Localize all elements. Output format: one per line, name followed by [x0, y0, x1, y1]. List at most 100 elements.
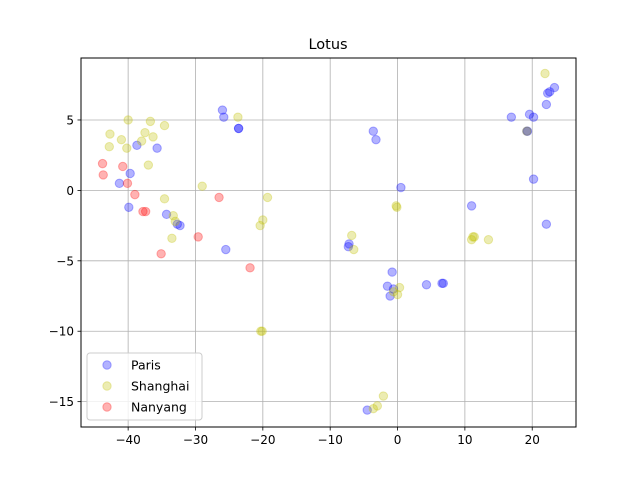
- data-point-shanghai: [145, 116, 156, 127]
- y-tick-label: −5: [56, 254, 74, 268]
- data-point-paris: [221, 244, 231, 255]
- x-tick-label: −20: [250, 433, 275, 447]
- x-tick-label: −30: [183, 433, 208, 447]
- data-point-paris: [219, 112, 229, 122]
- data-point-shanghai: [170, 216, 180, 227]
- y-tick-label: 0: [66, 184, 74, 198]
- plot-frame: [80, 57, 577, 428]
- data-point-nanyang: [130, 189, 140, 200]
- data-point-shanghai: [394, 282, 405, 293]
- legend-marker-paris: [102, 360, 112, 370]
- data-point-paris: [152, 143, 162, 153]
- data-point-paris: [161, 209, 172, 220]
- data-point-shanghai: [257, 326, 267, 336]
- data-point-paris: [233, 123, 244, 134]
- legend-label-shanghai: Shanghai: [131, 379, 189, 394]
- data-point-paris: [541, 99, 552, 110]
- data-point-shanghai: [347, 230, 357, 241]
- x-tick-label: −10: [318, 433, 343, 447]
- chart-title: Lotus: [308, 37, 347, 53]
- data-point-shanghai: [392, 202, 402, 212]
- legend-marker-nanyang: [102, 402, 112, 412]
- data-point-nanyang: [98, 170, 108, 180]
- data-point-paris: [388, 284, 399, 294]
- data-point-shanghai: [262, 192, 273, 203]
- data-point-paris: [545, 87, 555, 97]
- data-point-paris: [172, 219, 183, 229]
- data-point-paris: [438, 278, 449, 289]
- data-point-paris: [549, 82, 560, 93]
- data-point-shanghai: [123, 115, 133, 125]
- data-point-shanghai: [258, 215, 268, 225]
- data-point-shanghai: [143, 160, 154, 170]
- legend-marker-shanghai: [102, 381, 112, 391]
- data-point-shanghai: [148, 132, 158, 142]
- data-point-shanghai: [197, 181, 207, 191]
- data-point-paris: [344, 239, 354, 249]
- data-point-paris: [387, 267, 397, 277]
- data-point-nanyang: [140, 206, 151, 217]
- data-point-shanghai: [255, 220, 265, 231]
- data-point-shanghai: [522, 126, 532, 136]
- legend-box: [86, 352, 203, 421]
- data-point-shanghai: [391, 201, 401, 211]
- data-point-shanghai: [136, 136, 147, 146]
- x-tick-label: 20: [525, 433, 540, 447]
- data-point-nanyang: [97, 158, 108, 169]
- data-point-nanyang: [193, 232, 203, 242]
- data-point-paris: [233, 123, 244, 134]
- data-point-paris: [368, 126, 378, 136]
- data-point-shanghai: [122, 143, 132, 153]
- legend-label-nanyang: Nanyang: [131, 400, 187, 415]
- axis-ticks: −40 −30 −20 −10 0 10 20 −15 −10 −5 0 5: [49, 113, 540, 447]
- data-point-nanyang: [138, 206, 148, 217]
- x-tick-label: −40: [115, 433, 140, 447]
- data-point-shanghai: [388, 287, 399, 297]
- data-points: [97, 68, 560, 415]
- data-point-shanghai: [159, 194, 170, 204]
- y-tick-label: −10: [49, 325, 74, 339]
- data-point-paris: [396, 182, 406, 193]
- data-point-paris: [522, 126, 533, 136]
- data-point-paris: [506, 112, 517, 122]
- data-point-shanghai: [468, 232, 478, 242]
- data-point-shanghai: [392, 289, 403, 300]
- data-point-paris: [124, 202, 134, 212]
- data-point-shanghai: [105, 129, 115, 139]
- data-point-paris: [421, 280, 432, 290]
- data-point-shanghai: [466, 234, 477, 245]
- data-point-paris: [466, 201, 477, 211]
- data-point-shanghai: [104, 142, 114, 152]
- data-point-shanghai: [168, 211, 178, 221]
- data-point-shanghai: [540, 68, 550, 79]
- y-tick-label: −15: [49, 395, 74, 409]
- x-tick-label: 10: [457, 433, 472, 447]
- data-point-paris: [385, 291, 395, 301]
- data-point-paris: [528, 112, 539, 122]
- data-point-shanghai: [140, 127, 150, 138]
- data-point-paris: [362, 405, 372, 415]
- data-point-shanghai: [233, 112, 243, 122]
- data-point-paris: [541, 219, 552, 229]
- data-point-shanghai: [372, 401, 383, 411]
- data-point-paris: [382, 281, 393, 291]
- data-point-paris: [371, 134, 381, 145]
- data-point-paris: [522, 126, 532, 136]
- data-point-paris: [175, 220, 185, 231]
- data-point-paris: [343, 242, 354, 252]
- y-tick-label: 5: [66, 113, 74, 127]
- data-point-paris: [217, 105, 228, 115]
- data-point-shanghai: [378, 391, 389, 401]
- data-point-paris: [543, 88, 553, 98]
- data-point-nanyang: [122, 178, 133, 189]
- legend-label-paris: Paris: [131, 358, 161, 373]
- data-point-paris: [125, 168, 135, 179]
- data-point-paris: [132, 140, 142, 151]
- data-point-shanghai: [167, 233, 177, 243]
- data-point-paris: [528, 174, 539, 184]
- data-point-nanyang: [118, 161, 128, 172]
- data-point-nanyang: [214, 192, 224, 203]
- data-point-nanyang: [245, 263, 255, 273]
